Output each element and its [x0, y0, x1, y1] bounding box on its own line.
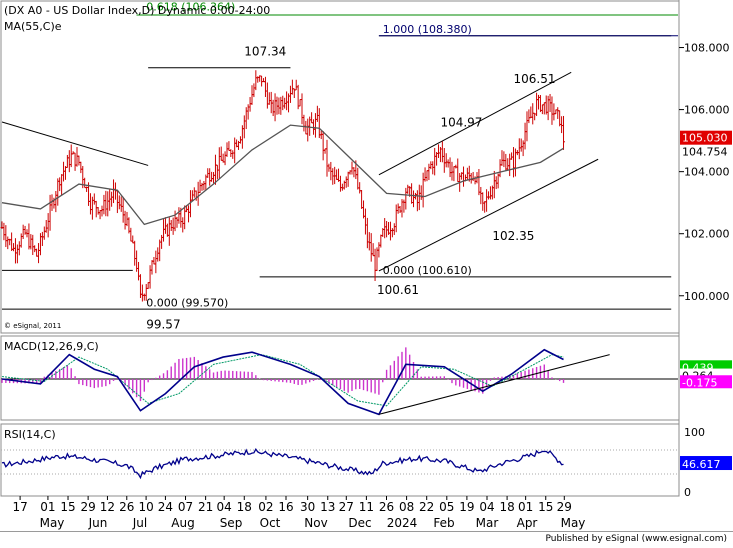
x-axis-day-label: 29 [80, 500, 95, 514]
x-axis-month-label: Aug [171, 516, 194, 530]
x-axis-month-label: Dec [348, 516, 371, 530]
price-panel [0, 0, 680, 334]
ma-value-tag [680, 145, 732, 158]
last-price-tag [680, 130, 732, 145]
rsi-y-tick-label: 100 [684, 426, 705, 439]
x-axis-day-label: 22 [419, 500, 434, 514]
x-axis-day-label: 16 [278, 500, 293, 514]
macd-line [1, 348, 564, 416]
price-annotation: 0.000 (100.610) [383, 264, 472, 277]
rsi-panel [0, 423, 680, 497]
footer-bar: Published by eSignal (www.esignal.com) [0, 531, 733, 548]
price-y-tick-label: 102.000 [684, 228, 730, 241]
x-axis-day-label: 02 [258, 500, 273, 514]
x-axis-month-label: Apr [517, 516, 538, 530]
price-y-tick-label: 100.000 [684, 290, 730, 303]
x-axis-day-label: 21 [198, 500, 213, 514]
x-axis-day-label: 04 [217, 500, 232, 514]
x-axis-month-label: Mar [476, 516, 499, 530]
price-y-tick-label: 104.000 [684, 166, 730, 179]
last-price-label: 105.030 [682, 132, 728, 145]
x-axis-day-label: 11 [359, 500, 374, 514]
x-axis-day-label: 12 [100, 500, 115, 514]
price-annotation: 0.618 (106.364) [146, 0, 235, 13]
x-axis-day-label: 07 [178, 500, 193, 514]
x-axis-day-label: 01 [40, 500, 55, 514]
x-axis-day-label: 26 [119, 500, 134, 514]
x-axis-month-label: Jun [88, 516, 108, 530]
trend-line [1, 121, 149, 166]
x-axis-month-label: Sep [220, 516, 243, 530]
x-axis-day-label: 04 [479, 500, 494, 514]
price-y-tick-label: 106.000 [684, 104, 730, 117]
ma-value-label: 104.754 [682, 145, 728, 158]
x-axis-day-label: 08 [399, 500, 414, 514]
price-annotation: 106.51 [514, 72, 556, 86]
x-axis-month-label: May [561, 516, 586, 530]
price-annotation: 102.35 [492, 229, 534, 243]
x-axis-day-label: 18 [237, 500, 252, 514]
price-annotation: 1.000 (108.380) [383, 23, 472, 36]
x-axis-day-label: 18 [499, 500, 514, 514]
rsi-line [1, 447, 564, 480]
x-axis-day-label: 05 [439, 500, 454, 514]
copyright-label: © eSignal, 2011 [4, 322, 61, 330]
ma-label: MA(55,C)e [4, 20, 62, 33]
macd-signal-line [1, 354, 564, 407]
price-annotation: 100.61 [377, 283, 419, 297]
x-axis-day-label: 29 [557, 500, 572, 514]
x-axis-month-label: Oct [260, 516, 281, 530]
x-axis-month-label: Nov [304, 516, 327, 530]
rsi-value-label: 46.617 [682, 458, 721, 471]
footer-credit: Published by eSignal (www.esignal.com) [545, 534, 727, 544]
x-axis-day-label: 15 [60, 500, 75, 514]
trend-line [378, 158, 599, 272]
price-annotation: 104.97 [440, 116, 482, 130]
price-y-tick-label: 108.000 [684, 42, 730, 55]
x-axis-day-label: 27 [339, 500, 354, 514]
rsi-value-tag [680, 456, 732, 471]
rsi-y-tick-label: 0 [684, 486, 691, 499]
x-axis-day-label: 15 [538, 500, 553, 514]
x-axis-month-label: May [40, 516, 65, 530]
x-axis-day-label: 26 [379, 500, 394, 514]
rsi-title: RSI(14,C) [4, 428, 56, 441]
x-axis-month-label: 2024 [387, 516, 418, 530]
x-axis-month-label: Feb [433, 516, 454, 530]
chart-title: (DX A0 - US Dollar Index,D) Dynamic 0:00… [4, 4, 270, 17]
price-annotation: 107.34 [244, 44, 286, 58]
macd-panel [0, 335, 680, 421]
x-axis-day-label: 13 [320, 500, 335, 514]
x-axis-day-label: 19 [459, 500, 474, 514]
x-axis-month-label: Jul [132, 516, 147, 530]
price-annotation: 0.000 (99.570) [146, 297, 228, 310]
price-annotation: 99.57 [146, 317, 180, 331]
x-axis-day-label: 10 [138, 500, 153, 514]
x-axis-day-label: 30 [300, 500, 315, 514]
macd-trend-line [378, 354, 610, 415]
macd-value-label: -0.175 [682, 376, 717, 389]
x-axis-day-label: 01 [518, 500, 533, 514]
x-axis-day-label: 24 [158, 500, 173, 514]
trend-line [378, 71, 572, 176]
macd-title: MACD(12,26,9,C) [4, 340, 99, 353]
x-axis-day-label: 17 [12, 500, 27, 514]
moving-average-line [1, 124, 564, 226]
macd-value-tag [680, 375, 732, 389]
chart-canvas: 108.000 106.000 104.000 102.000 100.000 107.3… [0, 0, 732, 530]
